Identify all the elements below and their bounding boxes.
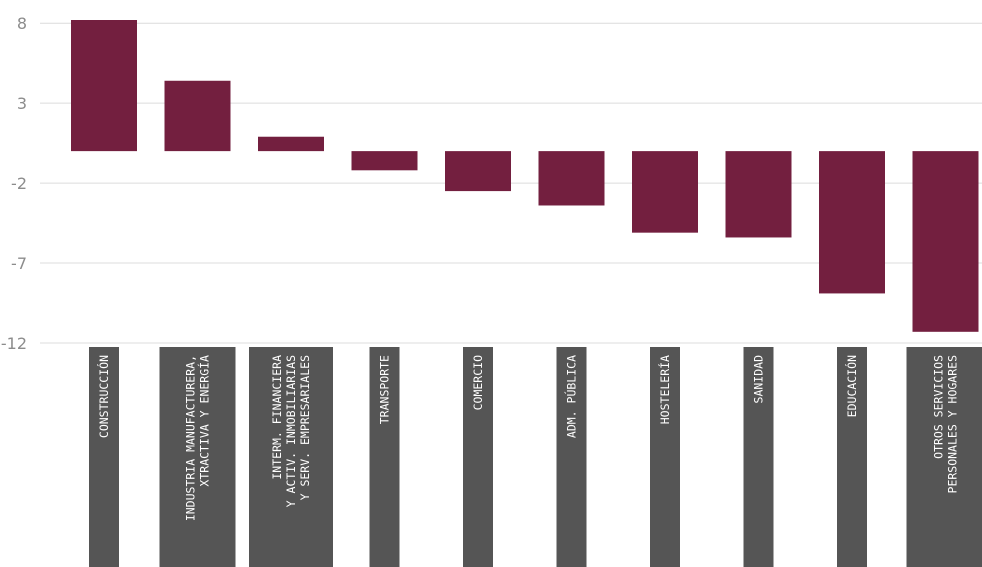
- category-label-line: INTERM. FINANCIERA: [270, 355, 284, 480]
- bar-transporte: [351, 151, 418, 171]
- category-label-box: [837, 347, 867, 567]
- category-label-box: [650, 347, 680, 567]
- category-label-line: CONSTRUCCIÓN: [96, 355, 111, 438]
- bar-comercio: [445, 151, 511, 192]
- category-label-transporte: TRANSPORTE: [378, 355, 392, 424]
- category-label-box: [89, 347, 119, 567]
- category-label-box: [369, 347, 400, 567]
- category-label-box: [743, 347, 774, 567]
- bar-interm-financiera: [258, 136, 324, 152]
- y-tick-label: 8: [17, 14, 27, 33]
- category-label-line: Y SERV. EMPRESARIALES: [298, 355, 312, 500]
- bar-hosteleria: [632, 151, 698, 233]
- category-label-line: ADM. PÚBLICA: [564, 355, 579, 438]
- category-label-adm-publica: ADM. PÚBLICA: [564, 355, 579, 438]
- category-label-box: [556, 347, 587, 567]
- bar-industria-manufacturera: [164, 80, 231, 152]
- category-labels: CONSTRUCCIÓN INDUSTRIA MANUFACTURERA,XTRA…: [89, 347, 982, 567]
- category-label-comercio: COMERCIO: [471, 355, 485, 410]
- category-label-box: [159, 347, 236, 567]
- category-label-line: OTROS SERVICIOS: [932, 355, 946, 459]
- category-label-line: COMERCIO: [471, 355, 485, 410]
- y-axis-ticks: 8 3 -2 -7 -12: [1, 14, 27, 353]
- category-label-line: INDUSTRIA MANUFACTURERA,: [184, 355, 198, 521]
- category-label-line: TRANSPORTE: [378, 355, 392, 424]
- bar-construccion: [71, 20, 137, 152]
- category-label-construccion: CONSTRUCCIÓN: [96, 355, 111, 438]
- category-label-hosteleria: HOSTELERÍA: [657, 355, 672, 424]
- bars: [71, 20, 979, 332]
- category-label-line: HOSTELERÍA: [657, 355, 672, 424]
- y-tick-label: 3: [17, 94, 27, 113]
- bar-educacion: [819, 151, 885, 294]
- category-label-box: [906, 347, 982, 567]
- y-tick-label: -2: [11, 174, 27, 193]
- category-label-line: PERSONALES Y HOGARES: [946, 355, 960, 494]
- bar-adm-publica: [538, 151, 605, 206]
- y-tick-label: -12: [1, 334, 27, 353]
- bar-otros-servicios: [912, 151, 979, 332]
- bar-sanidad: [725, 151, 792, 238]
- category-label-box: [463, 347, 493, 567]
- category-label-interm-financiera: INTERM. FINANCIERAY ACTIV. INMOBILIARIAS…: [270, 355, 312, 507]
- category-label-educacion: EDUCACIÓN: [844, 355, 859, 417]
- category-label-line: Y ACTIV. INMOBILIARIAS: [284, 355, 298, 507]
- category-label-industria-manufacturera: INDUSTRIA MANUFACTURERA,XTRACTIVA Y ENER…: [184, 355, 212, 521]
- category-label-box: [249, 347, 333, 567]
- y-tick-label: -7: [11, 254, 27, 273]
- category-label-line: XTRACTIVA Y ENERGÍA: [197, 355, 212, 487]
- category-label-sanidad: SANIDAD: [752, 355, 766, 404]
- category-label-otros-servicios: OTROS SERVICIOSPERSONALES Y HOGARES: [932, 355, 960, 494]
- category-label-line: SANIDAD: [752, 355, 766, 404]
- category-label-line: EDUCACIÓN: [844, 355, 859, 417]
